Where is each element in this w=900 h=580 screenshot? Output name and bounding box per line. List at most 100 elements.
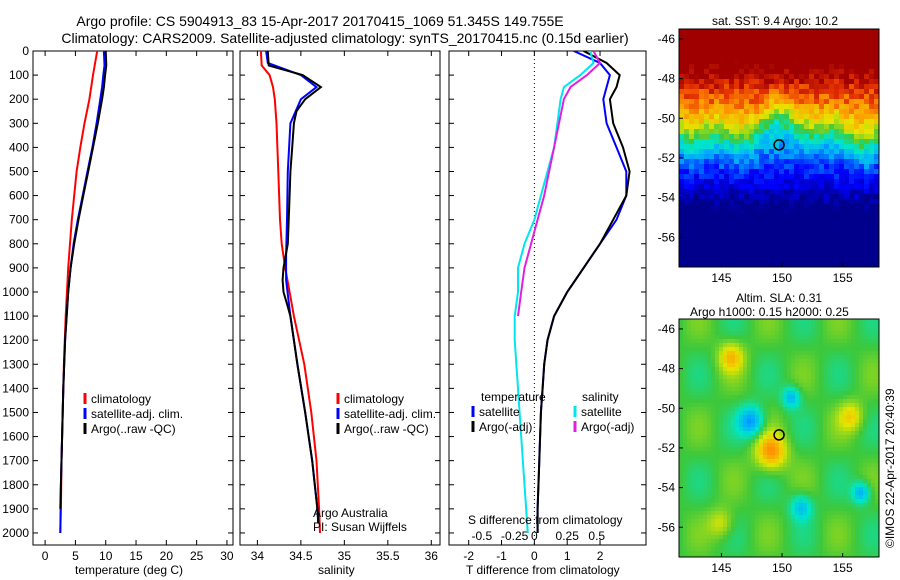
x-tick-label: 25 (190, 549, 204, 563)
y-tick-label: 1700 (2, 454, 29, 468)
t-difference-axis-label: T difference from climatology (466, 563, 620, 577)
sst-map-y-tick-label: -52 (658, 151, 676, 165)
x-tick-label: 36 (425, 549, 439, 563)
argo-australia-label: Argo Australia (313, 506, 388, 520)
sst-map-x-tick-label: 150 (772, 271, 792, 285)
x-tick-label: 30 (220, 549, 234, 563)
diff-temp-legend-item-label: satellite (479, 405, 520, 419)
sla-map-y-tick-label: -54 (658, 481, 676, 495)
temp-legend-item-label: climatology (91, 392, 151, 406)
x-tick-label: 1 (564, 549, 571, 563)
sst-map-y-tick-label: -48 (658, 72, 676, 86)
pi-label: PI: Susan Wijffels (313, 520, 407, 534)
y-tick-label: 0 (22, 44, 29, 58)
x-tick-label: 5 (72, 549, 79, 563)
s-tick-label: -0.25 (501, 529, 529, 543)
y-tick-label: 100 (9, 68, 29, 82)
y-tick-label: 1400 (2, 381, 29, 395)
sla-map-x-tick-label: 145 (711, 561, 731, 575)
sla-map-y-tick-label: -50 (658, 401, 676, 415)
y-tick-label: 1200 (2, 333, 29, 347)
x-tick-label: 0 (42, 549, 49, 563)
sla-map-y-tick-label: -56 (658, 520, 676, 534)
header-line-1: Argo profile: CS 5904913_83 15-Apr-2017 … (76, 13, 564, 29)
series-line-temperature-argo-adj- (536, 51, 631, 533)
sla-map-title-1: Altim. SLA: 0.31 (736, 291, 823, 305)
s-tick-label: 0 (531, 529, 538, 543)
sla-map-x-tick-label: 150 (772, 561, 792, 575)
x-tick-label: 34.5 (289, 549, 313, 563)
series-line-salinity-argo-adj- (517, 51, 602, 317)
sla-map-x-tick-label: 155 (833, 561, 853, 575)
y-tick-label: 1800 (2, 478, 29, 492)
sal-legend-item-label: Argo(..raw -QC) (344, 422, 429, 436)
s-difference-axis-label: S difference from climatology (468, 513, 623, 527)
y-tick-label: 1000 (2, 285, 29, 299)
series-line-argo-raw-qc- (59, 51, 108, 509)
y-tick-label: 1100 (3, 309, 29, 323)
y-tick-label: 700 (9, 213, 29, 227)
s-tick-label: -0.5 (471, 529, 492, 543)
sst-map-y-tick-label: -54 (658, 191, 676, 205)
y-tick-label: 1900 (2, 502, 29, 516)
sla-map-y-tick-label: -52 (658, 441, 676, 455)
imos-credit: ©IMOS 22-Apr-2017 20:40:39 (883, 388, 897, 548)
y-tick-label: 1500 (2, 405, 29, 419)
diff-sal-legend-item-label: satellite (581, 405, 622, 419)
x-tick-label: 20 (160, 549, 174, 563)
salinity-axis-label: salinity (318, 563, 355, 577)
y-tick-label: 600 (9, 189, 29, 203)
sst-map-title: sat. SST: 9.4 Argo: 10.2 (712, 14, 839, 28)
y-tick-label: 900 (9, 261, 29, 275)
series-layer (59, 51, 631, 534)
x-tick-label: 35.5 (376, 549, 400, 563)
temp-legend-title: temperature (481, 390, 546, 404)
x-tick-label: -1 (496, 549, 507, 563)
sst-map-frame (678, 28, 880, 268)
sla-map-title-2: Argo h1000: 0.15 h2000: 0.25 (690, 305, 849, 319)
sla-map-y-tick-label: -48 (658, 362, 676, 376)
sal-legend-item-label: climatology (344, 392, 404, 406)
series-line-salinity-satellite (513, 51, 595, 534)
x-tick-label: 15 (129, 549, 143, 563)
diff-temp-legend-item-label: Argo(-adj) (479, 420, 532, 434)
sal-legend-item-label: satellite-adj. clim. (344, 407, 436, 421)
y-tick-label: 200 (9, 92, 29, 106)
sal-legend-title: salinity (582, 390, 619, 404)
sla-map-frame (678, 318, 880, 558)
y-tick-label: 1300 (2, 357, 29, 371)
sst-map-y-tick-label: -50 (658, 111, 676, 125)
x-tick-label: 34 (251, 549, 265, 563)
y-tick-label: 300 (9, 116, 29, 130)
series-line-climatology (259, 51, 321, 534)
y-tick-label: 2000 (2, 526, 29, 540)
temperature-axis-label: temperature (deg C) (75, 563, 184, 577)
sst-map-y-tick-label: -56 (658, 230, 676, 244)
sst-map-y-tick-label: -46 (658, 32, 676, 46)
sst-map-x-tick-label: 145 (711, 271, 731, 285)
x-tick-label: -2 (463, 549, 474, 563)
s-tick-label: 0.5 (588, 529, 605, 543)
x-tick-label: 0 (531, 549, 538, 563)
salinity-panel-frame (239, 50, 441, 546)
x-tick-label: 2 (597, 549, 604, 563)
series-line-argo-raw-qc- (266, 51, 323, 524)
y-tick-label: 500 (9, 164, 29, 178)
sst-map-argo-marker (773, 139, 785, 151)
sst-map-x-tick-label: 155 (833, 271, 853, 285)
y-tick-label: 1600 (2, 430, 29, 444)
x-tick-label: 10 (99, 549, 113, 563)
temperature-panel-frame (32, 50, 234, 546)
x-tick-label: 35 (338, 549, 352, 563)
y-tick-label: 400 (9, 140, 29, 154)
axes-layer: 0 5 10 15 20 25 300100200300400500600700800900… (2, 32, 853, 575)
sla-map-image (679, 319, 879, 557)
sst-map-image (679, 29, 879, 267)
temp-legend-item-label: satellite-adj. clim. (91, 407, 183, 421)
header-line-2: Climatology: CARS2009. Satellite-adjuste… (61, 30, 629, 46)
temp-legend-item-label: Argo(..raw -QC) (91, 422, 176, 436)
s-tick-label: 0.25 (556, 529, 580, 543)
sla-map-argo-marker (773, 429, 785, 441)
